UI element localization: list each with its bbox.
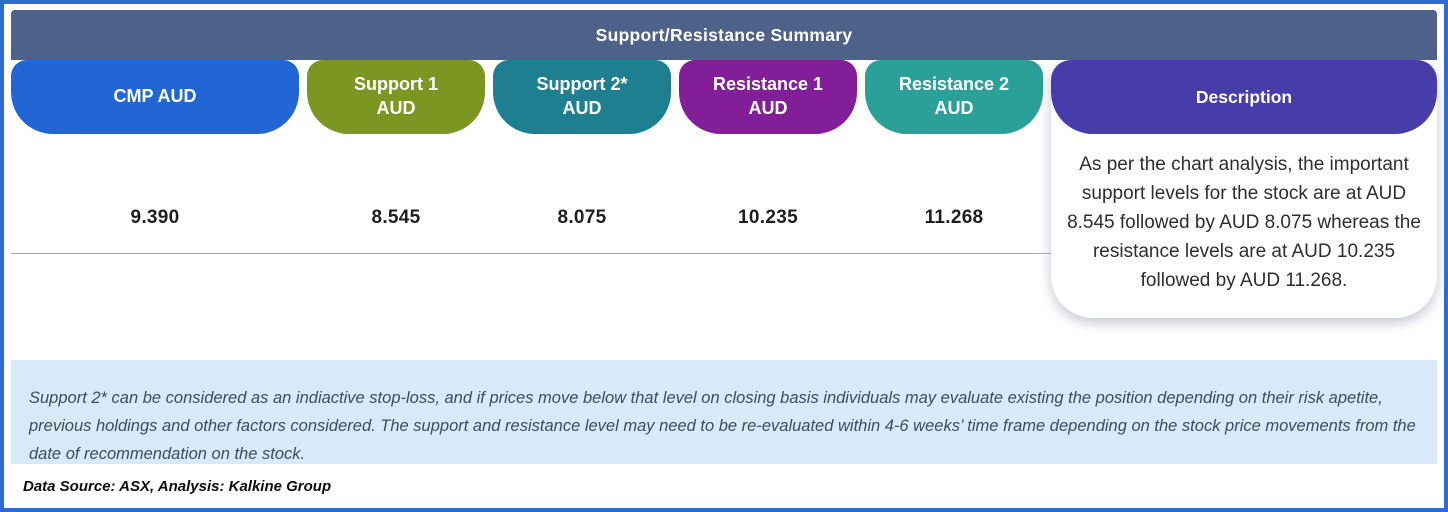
column-header-label: Support 2* (536, 74, 628, 95)
column-header-description: Description (1051, 60, 1437, 134)
column-header-label: Resistance 1 (712, 74, 824, 95)
column-header-label: AUD (748, 98, 788, 118)
summary-table: CMP AUD Support 1 AUD Support 2* AUD Resis… (11, 60, 1437, 360)
column-header-label: CMP AUD (113, 86, 197, 107)
footnote-box: Support 2* can be considered as an india… (11, 360, 1437, 464)
column-header-label: Support 1 (354, 74, 438, 95)
description-card: Description As per the chart analysis, t… (1051, 60, 1437, 318)
value-support-1: 8.545 (371, 207, 421, 228)
column-header-cmp: CMP AUD (11, 60, 299, 134)
column-header-resistance-1: Resistance 1 AUD (679, 60, 857, 134)
column-header-label: Resistance 2 (898, 74, 1010, 95)
column-header-support-1: Support 1 AUD (307, 60, 485, 134)
column-header-label: AUD (934, 98, 974, 118)
summary-title-bar: Support/Resistance Summary (11, 10, 1437, 60)
column-header-support-2: Support 2* AUD (493, 60, 671, 134)
column-header-label: AUD (562, 98, 602, 118)
summary-title: Support/Resistance Summary (595, 24, 853, 45)
description-body: As per the chart analysis, the important… (1051, 134, 1437, 318)
column-header-label: Description (1195, 86, 1293, 107)
value-resistance-2: 11.268 (924, 207, 984, 228)
value-cmp: 9.390 (130, 207, 180, 228)
value-resistance-1: 10.235 (738, 207, 798, 228)
row-divider-line (11, 253, 1051, 254)
column-header-resistance-2: Resistance 2 AUD (865, 60, 1043, 134)
column-header-label: AUD (376, 98, 416, 118)
data-source-text: Data Source: ASX, Analysis: Kalkine Grou… (23, 478, 332, 495)
footnote-text: Support 2* can be considered as an india… (29, 389, 1416, 463)
value-support-2: 8.075 (557, 207, 607, 228)
description-text: As per the chart analysis, the important… (1067, 153, 1421, 291)
